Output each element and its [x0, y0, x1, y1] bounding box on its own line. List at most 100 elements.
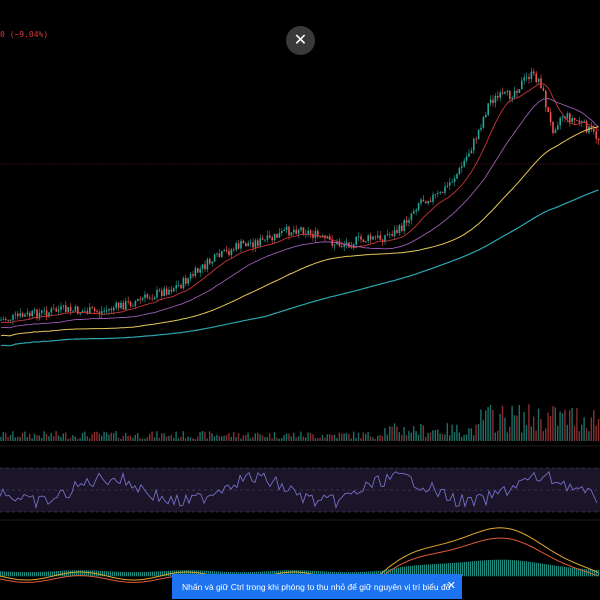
macd-histogram-bar — [504, 559, 506, 577]
candle-body — [391, 234, 393, 237]
macd-histogram-bar — [178, 570, 180, 577]
candle-body — [43, 310, 45, 312]
volume-bar — [511, 405, 513, 441]
macd-histogram-bar — [150, 571, 152, 577]
volume-bar — [300, 431, 302, 441]
macd-histogram-bar — [260, 571, 262, 577]
volume-bar — [19, 437, 21, 441]
volume-bar — [501, 405, 504, 441]
volume-bar — [36, 435, 38, 441]
macd-histogram-bar — [222, 571, 224, 577]
macd-histogram-bar — [508, 559, 510, 577]
macd-histogram-bar — [488, 560, 490, 577]
candle-body — [593, 129, 595, 132]
volume-bar — [223, 435, 225, 441]
volume-bar — [463, 434, 465, 441]
candle-body — [67, 307, 69, 312]
volume-bar — [317, 437, 319, 441]
volume-bars — [0, 404, 600, 441]
macd-histogram-bar — [262, 571, 264, 577]
volume-bar — [506, 432, 508, 441]
candle-body — [482, 117, 485, 128]
candle-body — [101, 311, 103, 314]
macd-histogram-bar — [188, 570, 190, 577]
volume-bar — [115, 431, 117, 441]
candle-body — [77, 306, 79, 314]
candle-body — [209, 259, 211, 264]
macd-histogram-bar — [72, 570, 74, 577]
candle-body — [103, 310, 105, 312]
candle-body — [180, 285, 182, 289]
volume-bar — [101, 435, 103, 441]
candle-body — [211, 261, 213, 264]
candle-body — [206, 259, 209, 270]
macd-histogram-bar — [530, 561, 532, 577]
volume-bar — [470, 428, 472, 441]
volume-bar — [446, 423, 448, 441]
candle-body — [158, 289, 161, 291]
candle-body — [62, 305, 65, 307]
macd-histogram-bar — [500, 559, 502, 577]
volume-bar — [391, 426, 393, 441]
macd-histogram-bar — [430, 564, 432, 577]
macd-histogram-bar — [476, 560, 478, 577]
volume-bar — [417, 434, 420, 441]
volume-bar — [5, 432, 7, 441]
candle-body — [12, 314, 14, 320]
volume-bar — [2, 431, 4, 441]
volume-bar — [134, 434, 136, 441]
macd-histogram-bar — [316, 570, 318, 577]
candle-body — [264, 239, 266, 241]
volume-bar — [55, 431, 57, 441]
volume-bar — [509, 426, 511, 441]
macd-histogram-bar — [286, 570, 288, 577]
macd-histogram-bar — [524, 561, 526, 577]
macd-histogram-bar — [42, 571, 44, 577]
macd-histogram-bar — [4, 571, 6, 577]
macd-histogram-bar — [586, 569, 588, 577]
candle-body — [223, 250, 225, 252]
candle-body — [132, 306, 134, 307]
hint-close-icon[interactable]: ✕ — [446, 580, 456, 592]
macd-histogram-bar — [36, 572, 38, 577]
macd-histogram-bar — [458, 562, 460, 577]
macd-histogram-bar — [598, 570, 600, 577]
candle-body — [2, 318, 5, 320]
macd-histogram-bar — [100, 570, 102, 577]
macd-histogram-bar — [108, 571, 110, 577]
macd-histogram-bar — [390, 568, 392, 577]
volume-bar — [518, 404, 520, 441]
close-button[interactable]: ✕ — [286, 26, 315, 55]
macd-histogram-bar — [462, 562, 464, 577]
macd-histogram-bar — [434, 564, 436, 577]
candle-body — [374, 236, 377, 238]
volume-bar — [26, 437, 28, 441]
volume-bar — [569, 410, 571, 441]
macd-histogram-bar — [258, 571, 260, 577]
candle-body — [98, 312, 101, 314]
volume-bar — [566, 424, 568, 441]
macd-histogram-bar — [558, 566, 560, 577]
macd-histogram-bar — [506, 559, 508, 577]
candle-body — [247, 243, 249, 247]
candle-body — [170, 289, 173, 292]
volume-bar — [17, 436, 19, 441]
volume-bar — [533, 416, 535, 441]
macd-histogram-bar — [124, 572, 126, 577]
macd-histogram-bar — [24, 572, 26, 577]
macd-histogram-bar — [46, 571, 48, 577]
candle-body — [362, 239, 365, 242]
volume-bar — [149, 433, 151, 441]
macd-histogram-bar — [300, 570, 302, 577]
volume-bar — [86, 436, 88, 441]
volume-bar — [117, 437, 120, 441]
candle-body — [338, 241, 341, 247]
volume-bar — [571, 408, 573, 441]
volume-bar — [420, 423, 422, 441]
macd-histogram-bar — [512, 560, 514, 577]
candle-body — [427, 200, 429, 204]
volume-bar — [84, 431, 86, 441]
volume-bar — [50, 433, 52, 441]
volume-bar — [158, 437, 160, 441]
